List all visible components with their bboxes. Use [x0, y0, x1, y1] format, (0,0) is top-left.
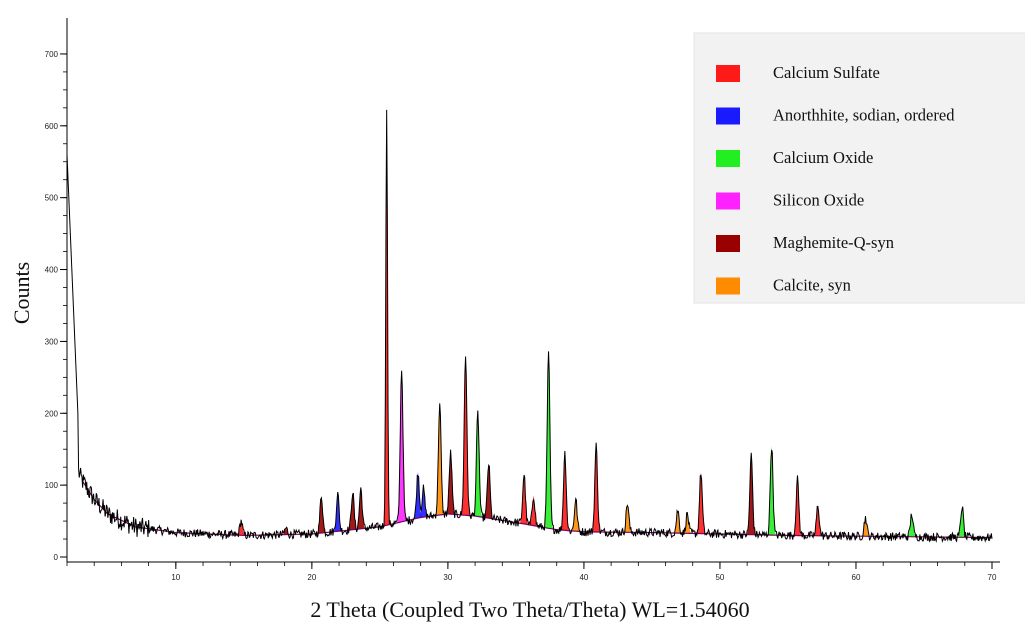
phase-peak — [349, 488, 373, 531]
phase-peak — [900, 513, 924, 537]
phase-peak — [274, 528, 298, 535]
phase-peak — [553, 452, 577, 532]
y-tick-label: 700 — [45, 50, 59, 59]
legend-swatch — [716, 65, 740, 82]
x-axis-ticks: 10 20 30 40 50 60 70 — [66, 562, 997, 582]
phase-peak — [406, 472, 430, 521]
x-tick-label: 30 — [443, 573, 452, 582]
x-tick-label: 70 — [988, 573, 997, 582]
phase-peak — [512, 474, 536, 526]
phase-peak — [379, 105, 395, 527]
phase-peak — [428, 403, 452, 517]
phase-peak — [739, 454, 763, 535]
x-tick-label: 50 — [715, 573, 724, 582]
y-axis-ticks: 0 100 200 300 400 500 600 700 — [45, 50, 67, 562]
phase-peak — [950, 506, 974, 538]
legend-label: Calcium Sulfate — [773, 63, 880, 82]
x-tick-label: 60 — [852, 573, 861, 582]
phase-peak — [760, 445, 784, 536]
legend-swatch — [716, 277, 740, 295]
legend-label: Calcium Oxide — [773, 148, 873, 167]
phase-peak — [854, 517, 877, 537]
legend-label: Anorthhite, sodian, ordered — [773, 106, 955, 125]
phase-peak — [564, 499, 588, 532]
legend-label: Silicon Oxide — [773, 191, 864, 210]
y-tick-label: 300 — [45, 337, 59, 346]
phase-peak — [477, 463, 501, 520]
legend-swatch — [716, 192, 740, 210]
phase-peak — [439, 452, 463, 516]
y-tick-label: 200 — [45, 409, 59, 418]
phase-peak — [537, 354, 560, 530]
background-curve — [82, 481, 990, 539]
x-tick-label: 20 — [307, 573, 316, 582]
phase-peak — [675, 513, 699, 534]
phase-peak — [341, 492, 365, 531]
phase-peak — [309, 495, 333, 535]
phase-peak — [584, 445, 608, 533]
y-tick-label: 400 — [45, 266, 59, 275]
phase-peak — [616, 503, 639, 533]
legend-swatch — [716, 235, 740, 252]
x-axis-title: 2 Theta (Coupled Two Theta/Theta) WL=1.5… — [310, 597, 749, 622]
legend-background — [693, 32, 1025, 304]
legend-label: Calcite, syn — [773, 276, 851, 295]
phase-peak — [326, 493, 350, 533]
phase-peak — [689, 472, 713, 534]
phase-peak — [666, 510, 690, 534]
phase-peak — [466, 413, 490, 519]
y-tick-label: 500 — [45, 194, 59, 203]
y-tick-label: 0 — [54, 553, 59, 562]
phase-peak — [522, 495, 546, 528]
phase-peak — [786, 479, 809, 536]
y-tick-label: 100 — [45, 481, 59, 490]
phase-peak — [229, 521, 253, 536]
phase-peak — [806, 505, 830, 536]
phase-peak-fills — [229, 105, 974, 538]
legend-swatch — [716, 107, 740, 125]
legend-swatch — [716, 150, 740, 167]
diffraction-pattern-line — [66, 109, 993, 543]
x-tick-label: 10 — [171, 573, 180, 582]
phase-peak — [390, 368, 414, 525]
legend: Calcium Sulfate Anorthhite, sodian, order… — [693, 32, 1025, 304]
y-axis-title: Counts — [9, 262, 34, 324]
y-tick-label: 600 — [45, 122, 59, 131]
phase-peak — [454, 355, 477, 517]
x-tick-label: 40 — [579, 573, 588, 582]
phase-peak — [411, 488, 435, 520]
legend-label: Maghemite-Q-syn — [773, 233, 894, 252]
